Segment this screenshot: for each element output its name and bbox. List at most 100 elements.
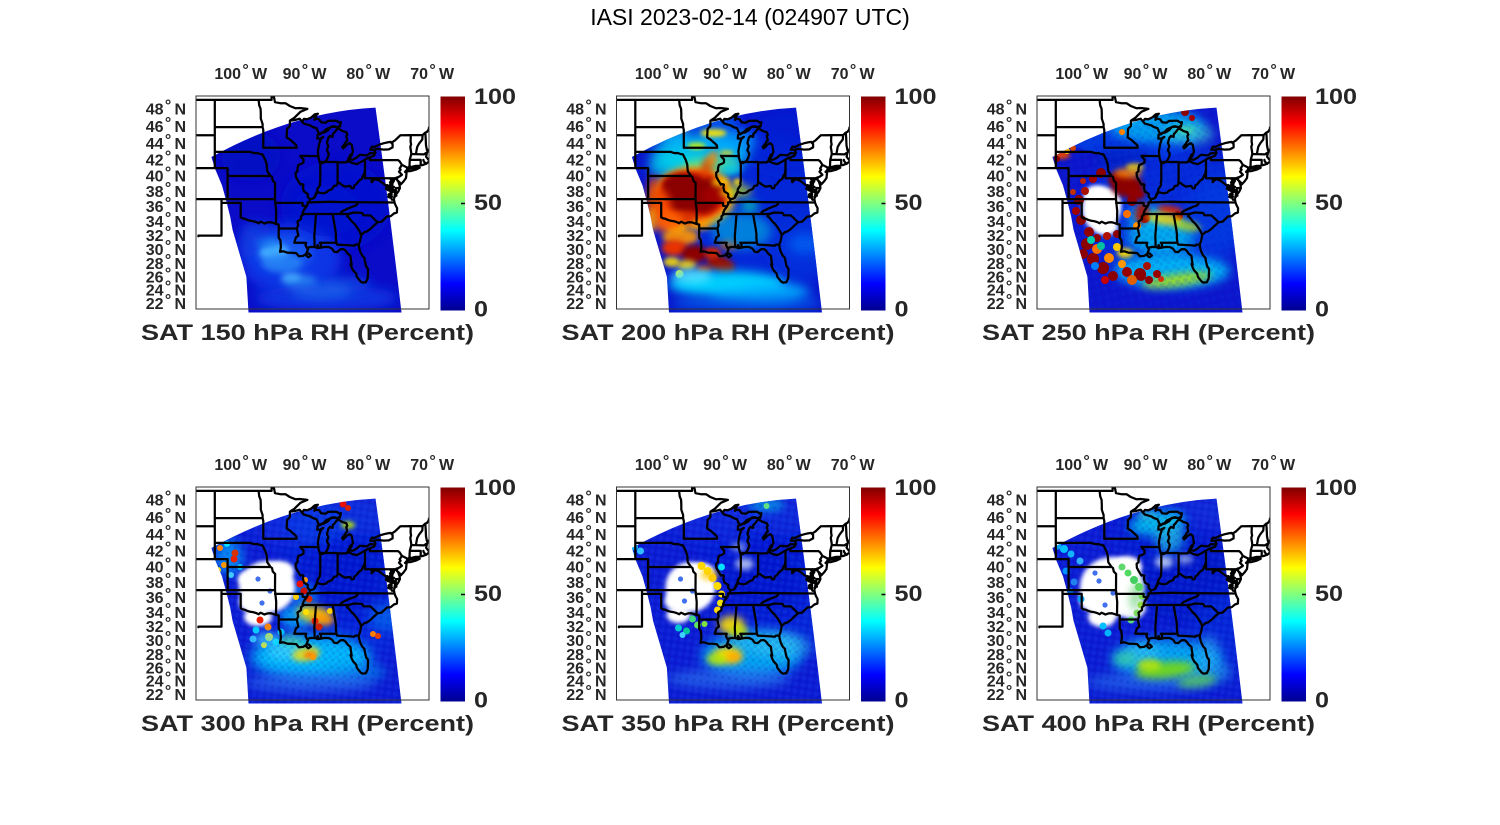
svg-text:42 ° N: 42 ° N [987,149,1027,170]
svg-text:0: 0 [895,297,909,322]
svg-text:26 ° N: 26 ° N [987,656,1027,677]
svg-text:24 ° N: 24 ° N [566,279,606,300]
svg-text:80 ° W: 80 ° W [1187,453,1232,474]
svg-text:24 ° N: 24 ° N [987,670,1027,691]
svg-text:28 ° N: 28 ° N [146,643,186,664]
svg-text:IASI 2023-02-14 (024907 UTC): IASI 2023-02-14 (024907 UTC) [590,4,910,30]
svg-text:40 ° N: 40 ° N [566,165,606,186]
svg-text:42 ° N: 42 ° N [566,149,606,170]
svg-text:36 ° N: 36 ° N [566,195,606,216]
svg-text:28 ° N: 28 ° N [987,252,1027,273]
svg-text:26 ° N: 26 ° N [987,265,1027,286]
svg-text:0: 0 [1315,688,1329,713]
svg-text:90 ° W: 90 ° W [283,62,328,83]
svg-text:0: 0 [474,688,488,713]
svg-text:34 ° N: 34 ° N [987,210,1027,231]
svg-text:28 ° N: 28 ° N [566,643,606,664]
svg-text:34 ° N: 34 ° N [987,601,1027,622]
svg-text:32 ° N: 32 ° N [146,224,186,245]
svg-text:48 ° N: 48 ° N [146,488,186,509]
svg-text:38 ° N: 38 ° N [146,571,186,592]
svg-text:90 ° W: 90 ° W [1124,62,1169,83]
svg-text:42 ° N: 42 ° N [566,540,606,561]
svg-text:36 ° N: 36 ° N [146,586,186,607]
svg-text:38 ° N: 38 ° N [987,571,1027,592]
svg-text:100: 100 [1315,475,1357,500]
svg-text:22 ° N: 22 ° N [146,683,186,704]
svg-text:70 ° W: 70 ° W [410,62,455,83]
svg-text:38 ° N: 38 ° N [566,180,606,201]
svg-text:26 ° N: 26 ° N [566,656,606,677]
svg-text:70 ° W: 70 ° W [410,453,455,474]
svg-text:24 ° N: 24 ° N [146,279,186,300]
svg-text:22 ° N: 22 ° N [146,292,186,313]
svg-text:100 ° W: 100 ° W [1055,453,1109,474]
svg-text:50: 50 [474,190,502,215]
svg-text:50: 50 [895,190,923,215]
svg-text:38 ° N: 38 ° N [566,571,606,592]
svg-text:50: 50 [1315,190,1343,215]
svg-text:80 ° W: 80 ° W [767,453,812,474]
svg-text:90 ° W: 90 ° W [703,453,748,474]
svg-text:70 ° W: 70 ° W [831,62,876,83]
svg-text:24 ° N: 24 ° N [146,670,186,691]
svg-text:34 ° N: 34 ° N [566,601,606,622]
svg-text:100 ° W: 100 ° W [635,453,689,474]
svg-text:22 ° N: 22 ° N [987,683,1027,704]
svg-text:26 ° N: 26 ° N [146,265,186,286]
svg-text:SAT 200 hPa RH (Percent): SAT 200 hPa RH (Percent) [562,320,895,345]
svg-text:46 ° N: 46 ° N [987,506,1027,527]
svg-text:32 ° N: 32 ° N [566,615,606,636]
svg-text:28 ° N: 28 ° N [987,643,1027,664]
svg-text:34 ° N: 34 ° N [146,210,186,231]
svg-text:34 ° N: 34 ° N [146,601,186,622]
svg-text:44 ° N: 44 ° N [987,132,1027,153]
svg-text:46 ° N: 46 ° N [146,115,186,136]
svg-text:70 ° W: 70 ° W [1251,453,1296,474]
svg-text:100 ° W: 100 ° W [1055,62,1109,83]
svg-text:36 ° N: 36 ° N [987,195,1027,216]
svg-text:SAT 350 hPa RH (Percent): SAT 350 hPa RH (Percent) [562,711,895,736]
svg-text:48 ° N: 48 ° N [566,488,606,509]
svg-text:24 ° N: 24 ° N [987,279,1027,300]
svg-text:42 ° N: 42 ° N [146,149,186,170]
svg-text:22 ° N: 22 ° N [987,292,1027,313]
svg-text:80 ° W: 80 ° W [346,453,391,474]
svg-text:30 ° N: 30 ° N [987,238,1027,259]
svg-text:100 ° W: 100 ° W [214,62,268,83]
svg-text:30 ° N: 30 ° N [987,629,1027,650]
svg-text:44 ° N: 44 ° N [146,523,186,544]
svg-text:40 ° N: 40 ° N [566,556,606,577]
svg-text:46 ° N: 46 ° N [146,506,186,527]
svg-text:28 ° N: 28 ° N [146,252,186,273]
svg-text:46 ° N: 46 ° N [566,506,606,527]
svg-text:48 ° N: 48 ° N [146,97,186,118]
svg-text:30 ° N: 30 ° N [566,238,606,259]
svg-text:42 ° N: 42 ° N [987,540,1027,561]
svg-text:80 ° W: 80 ° W [1187,62,1232,83]
svg-text:50: 50 [895,581,923,606]
svg-text:34 ° N: 34 ° N [566,210,606,231]
svg-text:48 ° N: 48 ° N [987,488,1027,509]
svg-text:24 ° N: 24 ° N [566,670,606,691]
svg-text:22 ° N: 22 ° N [566,292,606,313]
svg-text:90 ° W: 90 ° W [1124,453,1169,474]
svg-text:90 ° W: 90 ° W [703,62,748,83]
svg-text:46 ° N: 46 ° N [566,115,606,136]
svg-text:36 ° N: 36 ° N [987,586,1027,607]
svg-text:50: 50 [1315,581,1343,606]
svg-text:30 ° N: 30 ° N [146,238,186,259]
svg-text:28 ° N: 28 ° N [566,252,606,273]
svg-text:26 ° N: 26 ° N [566,265,606,286]
svg-text:SAT 300 hPa RH (Percent): SAT 300 hPa RH (Percent) [141,711,474,736]
svg-text:36 ° N: 36 ° N [566,586,606,607]
svg-text:38 ° N: 38 ° N [987,180,1027,201]
svg-text:30 ° N: 30 ° N [146,629,186,650]
svg-text:70 ° W: 70 ° W [831,453,876,474]
svg-text:80 ° W: 80 ° W [346,62,391,83]
svg-text:0: 0 [895,688,909,713]
svg-text:44 ° N: 44 ° N [566,523,606,544]
svg-text:46 ° N: 46 ° N [987,115,1027,136]
svg-text:90 ° W: 90 ° W [283,453,328,474]
svg-text:40 ° N: 40 ° N [146,556,186,577]
